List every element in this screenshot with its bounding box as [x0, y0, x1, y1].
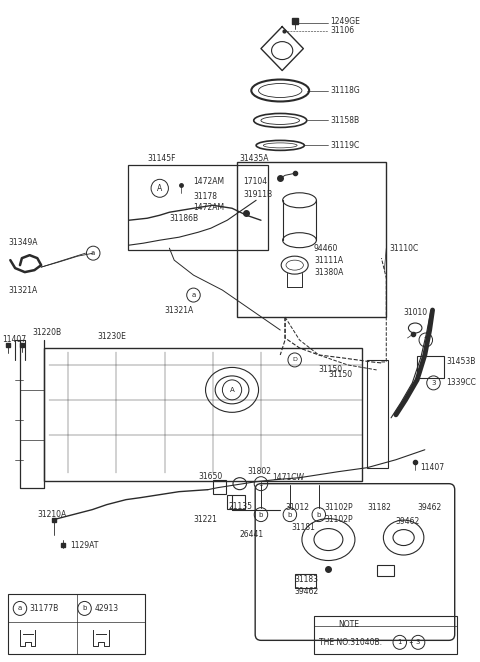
- Text: 39462: 39462: [417, 503, 442, 512]
- Text: b: b: [288, 512, 292, 518]
- Text: 31181: 31181: [292, 523, 316, 532]
- Text: THE NO.31040B:: THE NO.31040B:: [319, 638, 384, 647]
- Bar: [295, 575, 316, 589]
- Bar: [377, 565, 394, 577]
- Text: 31110C: 31110C: [389, 244, 419, 253]
- Bar: [314, 616, 456, 654]
- Text: 31106: 31106: [330, 26, 355, 35]
- Bar: [44, 348, 362, 481]
- Text: 39462: 39462: [396, 517, 420, 526]
- Text: 31220B: 31220B: [33, 328, 61, 338]
- Text: 31349A: 31349A: [9, 238, 38, 247]
- Text: 31230E: 31230E: [97, 332, 126, 342]
- Text: 21135: 21135: [228, 502, 252, 511]
- Text: 3: 3: [416, 639, 420, 645]
- Bar: [128, 166, 268, 250]
- Text: 31118G: 31118G: [330, 86, 360, 95]
- Bar: [9, 594, 145, 654]
- Text: 31158B: 31158B: [330, 116, 360, 125]
- Text: 31150: 31150: [328, 371, 352, 379]
- Text: 31183: 31183: [295, 575, 319, 584]
- Text: 31650: 31650: [198, 472, 223, 481]
- Text: 2: 2: [423, 337, 428, 343]
- Text: 11407: 11407: [420, 463, 444, 472]
- Text: 1472AM: 1472AM: [193, 177, 225, 186]
- Text: 3: 3: [431, 380, 436, 386]
- Text: –: –: [408, 638, 416, 647]
- Text: b: b: [259, 512, 263, 518]
- Text: 17104: 17104: [244, 177, 268, 186]
- Text: NOTE: NOTE: [338, 620, 359, 629]
- Text: 94460: 94460: [314, 244, 338, 253]
- Bar: [417, 356, 444, 378]
- Text: 31102P: 31102P: [324, 515, 353, 524]
- Text: 1339CC: 1339CC: [446, 379, 476, 387]
- Text: 31150: 31150: [319, 365, 343, 375]
- Text: 31911B: 31911B: [244, 190, 273, 199]
- Text: 31186B: 31186B: [169, 214, 199, 222]
- Text: a: a: [192, 292, 196, 298]
- Text: a: a: [18, 606, 22, 612]
- Text: 1472AM: 1472AM: [193, 203, 225, 212]
- Text: b: b: [317, 512, 321, 518]
- Text: 31119C: 31119C: [330, 141, 360, 150]
- Text: 1471CW: 1471CW: [273, 473, 304, 482]
- Text: 31221: 31221: [193, 515, 217, 524]
- Text: 31145F: 31145F: [147, 154, 176, 163]
- Text: 1: 1: [259, 481, 263, 487]
- Bar: [227, 495, 245, 508]
- Text: 1: 1: [397, 639, 402, 645]
- Bar: [367, 360, 388, 468]
- Text: A: A: [229, 387, 234, 393]
- Text: 26441: 26441: [240, 530, 264, 539]
- Text: 31010: 31010: [404, 308, 428, 316]
- Text: 31321A: 31321A: [9, 285, 37, 295]
- Text: 31435A: 31435A: [240, 154, 269, 163]
- Text: 31802: 31802: [248, 467, 272, 476]
- Text: 31380A: 31380A: [314, 267, 343, 277]
- Text: 31012: 31012: [285, 503, 309, 512]
- Text: 31321A: 31321A: [165, 306, 194, 314]
- Text: A: A: [157, 184, 162, 193]
- Text: 31111A: 31111A: [314, 256, 343, 265]
- Text: 1249GE: 1249GE: [330, 17, 360, 26]
- Text: 1129AT: 1129AT: [70, 541, 98, 550]
- Text: 31178: 31178: [193, 192, 217, 201]
- Text: D: D: [292, 357, 297, 362]
- Text: 31102P: 31102P: [324, 503, 353, 512]
- Bar: [237, 162, 386, 317]
- Text: 31210A: 31210A: [37, 510, 67, 519]
- Text: 42913: 42913: [94, 604, 119, 613]
- Text: 39462: 39462: [295, 587, 319, 596]
- Text: 31182: 31182: [367, 503, 391, 512]
- Text: b: b: [83, 606, 87, 612]
- Text: 11407: 11407: [2, 336, 27, 344]
- Text: 31453B: 31453B: [446, 357, 475, 367]
- Bar: [213, 480, 226, 494]
- Text: a: a: [91, 250, 96, 256]
- Text: 31177B: 31177B: [30, 604, 59, 613]
